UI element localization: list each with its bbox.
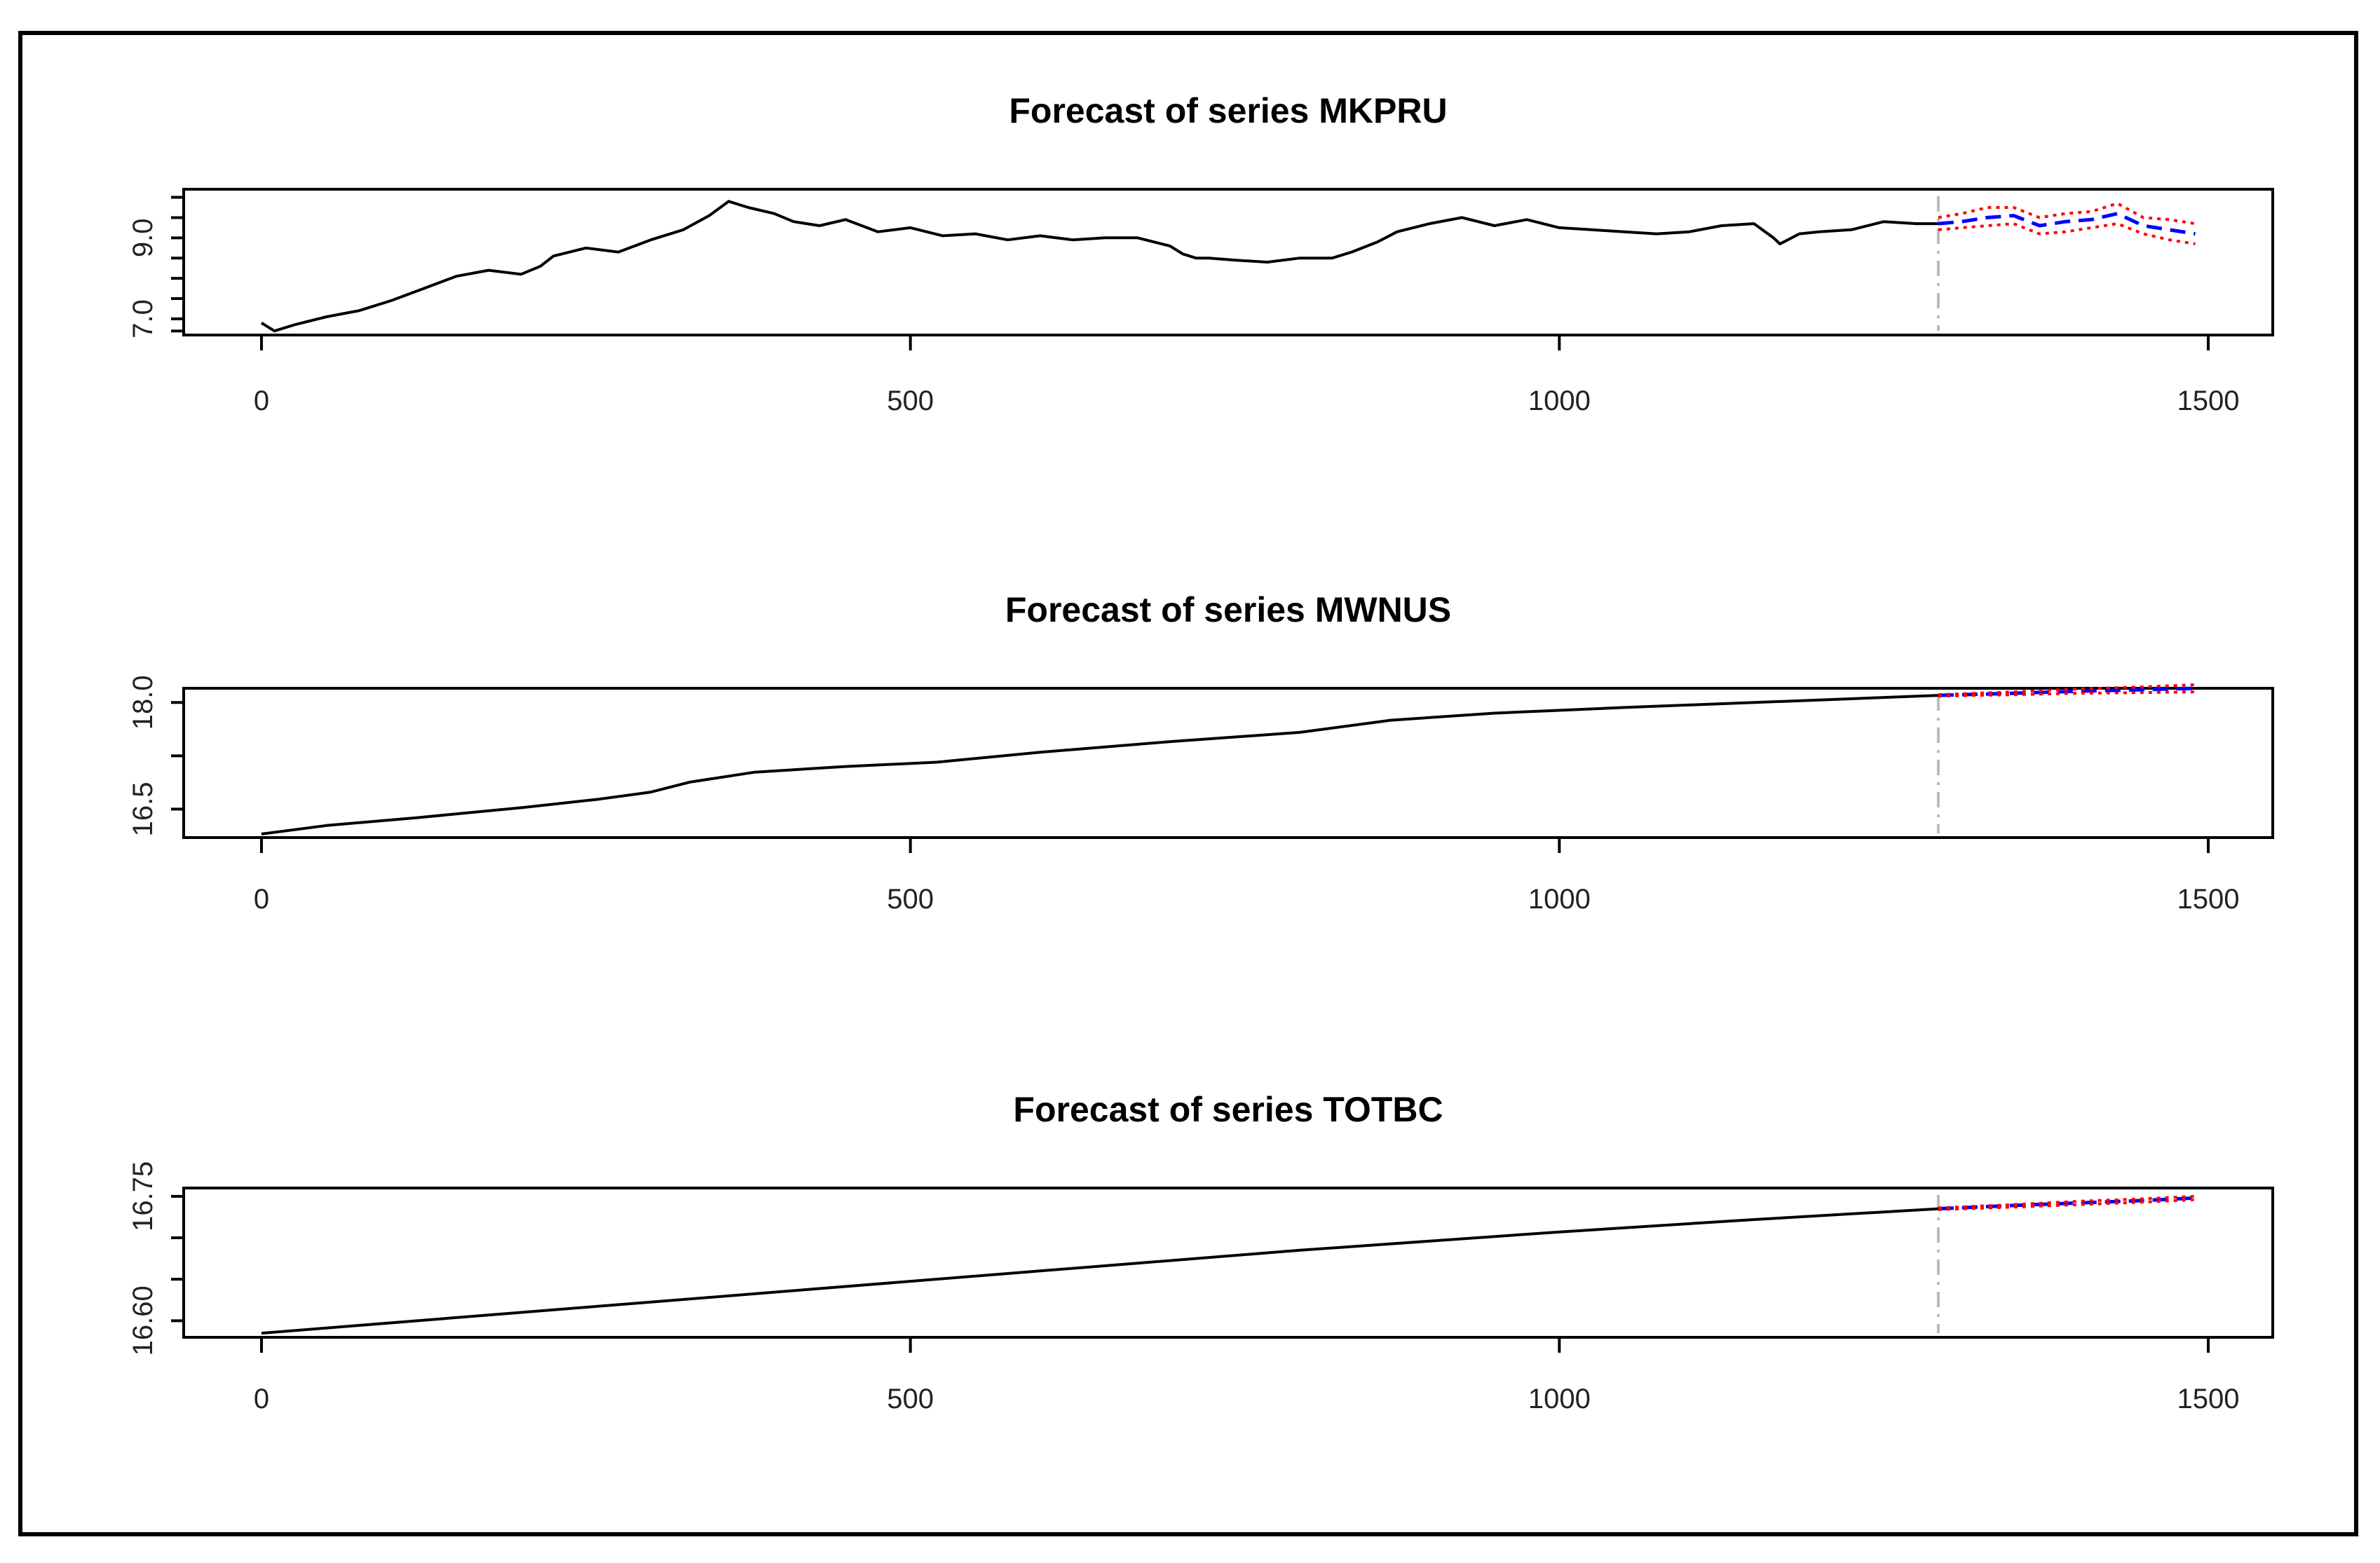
y-tick-label: 16.75 (128, 1161, 158, 1231)
x-tick-label: 1500 (2177, 884, 2240, 915)
series-observed-line (261, 694, 1938, 835)
series-forecast-line (1938, 686, 2196, 697)
series-observed-line (260, 200, 1938, 333)
y-tick-label: 16.5 (128, 782, 158, 836)
x-tick-label: 1000 (1528, 385, 1591, 416)
series-upper-line (1938, 202, 2196, 226)
x-tick-label: 500 (887, 884, 934, 915)
figure-frame (18, 31, 2358, 1536)
x-tick-label: 1500 (2177, 1384, 2240, 1414)
chart-title: Forecast of series TOTBC (1013, 1090, 1443, 1129)
x-tick-label: 500 (887, 385, 934, 416)
series-forecast-line (1938, 1196, 2196, 1211)
x-tick-label: 0 (254, 1384, 269, 1414)
chart-title: Forecast of series MWNUS (1005, 590, 1451, 629)
chart-title: Forecast of series MKPRU (1009, 91, 1447, 130)
plot-area (182, 188, 2274, 336)
series-lower-line (1938, 222, 2196, 245)
x-tick-label: 1000 (1528, 1384, 1591, 1414)
series-observed-line (261, 1207, 1939, 1335)
x-tick-label: 0 (254, 385, 269, 416)
x-tick-label: 1000 (1528, 884, 1591, 915)
y-tick-label: 18.0 (128, 675, 158, 730)
series-forecast-line (1938, 212, 2196, 236)
y-tick-label: 7.0 (128, 299, 158, 339)
y-tick-label: 9.0 (128, 219, 158, 258)
plot-area (182, 687, 2274, 839)
x-tick-label: 500 (887, 1384, 934, 1414)
x-tick-label: 0 (254, 884, 269, 915)
y-tick-label: 16.60 (128, 1285, 158, 1356)
x-tick-label: 1500 (2177, 385, 2240, 416)
